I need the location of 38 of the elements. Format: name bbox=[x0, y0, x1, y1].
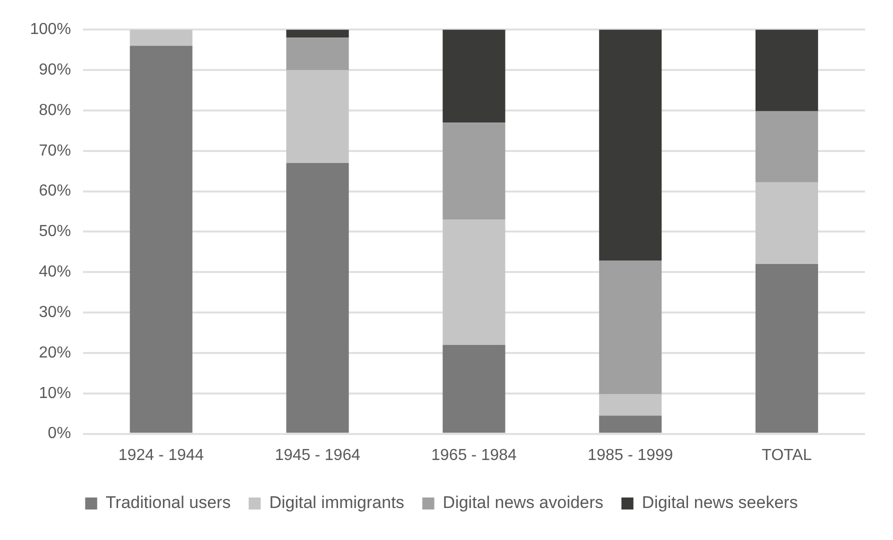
legend-label: Digital news avoiders bbox=[442, 493, 604, 512]
bar bbox=[442, 122, 506, 220]
y-tick-label: 40% bbox=[38, 264, 71, 281]
bar bbox=[286, 70, 349, 163]
x-tick-label: 1924 - 1944 bbox=[118, 446, 204, 464]
y-tick-label: 30% bbox=[38, 304, 71, 321]
y-tick-label: 50% bbox=[38, 223, 71, 240]
bar bbox=[442, 30, 506, 123]
y-tick-label: 70% bbox=[38, 142, 71, 160]
y-tick-label: 100% bbox=[30, 21, 71, 38]
bar bbox=[286, 162, 349, 433]
bar bbox=[599, 30, 662, 261]
x-tick-label: 1985 - 1999 bbox=[588, 446, 674, 464]
bar bbox=[599, 416, 662, 433]
bar bbox=[756, 182, 818, 264]
y-tick-label: 0% bbox=[48, 425, 71, 442]
legend-label: Digital news seekers bbox=[642, 493, 798, 512]
bar bbox=[756, 30, 818, 112]
y-tick-label: 60% bbox=[38, 182, 71, 200]
y-tick-label: 80% bbox=[38, 102, 71, 119]
bar bbox=[130, 46, 192, 433]
bar bbox=[599, 394, 662, 416]
legend-label: Traditional users bbox=[106, 493, 231, 512]
bar bbox=[599, 260, 662, 394]
y-tick-label: 10% bbox=[38, 384, 71, 402]
legend-label: Digital immigrants bbox=[269, 493, 404, 512]
bar bbox=[286, 38, 349, 70]
x-tick-label: 1945 - 1964 bbox=[274, 446, 360, 464]
bar bbox=[756, 111, 818, 182]
y-tick-label: 20% bbox=[38, 344, 71, 362]
bar bbox=[130, 30, 192, 46]
x-tick-label: TOTAL bbox=[762, 446, 812, 464]
bar bbox=[286, 30, 349, 38]
x-tick-label: 1965 - 1984 bbox=[431, 446, 517, 464]
bar bbox=[442, 220, 506, 345]
bar bbox=[756, 264, 818, 433]
y-tick-label: 90% bbox=[38, 61, 71, 78]
bar bbox=[442, 344, 506, 433]
